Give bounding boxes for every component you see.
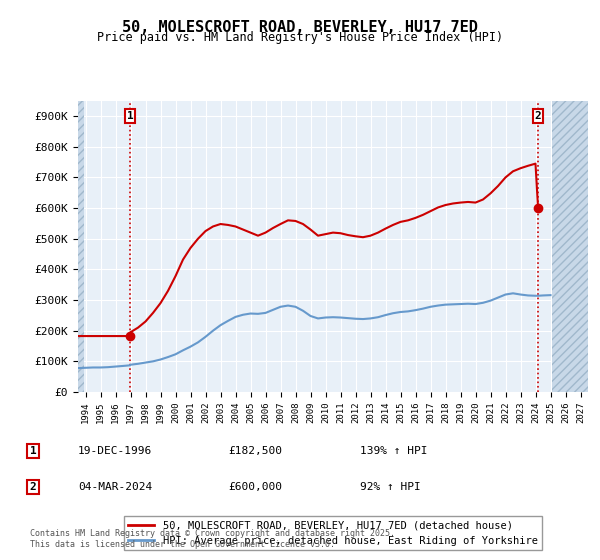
Text: 2: 2 bbox=[535, 111, 541, 121]
Text: 1: 1 bbox=[29, 446, 37, 456]
Text: Contains HM Land Registry data © Crown copyright and database right 2025.
This d: Contains HM Land Registry data © Crown c… bbox=[30, 529, 395, 549]
Text: 19-DEC-1996: 19-DEC-1996 bbox=[78, 446, 152, 456]
Text: 92% ↑ HPI: 92% ↑ HPI bbox=[360, 482, 421, 492]
Bar bbox=[552, 101, 588, 392]
Text: 139% ↑ HPI: 139% ↑ HPI bbox=[360, 446, 427, 456]
Text: 1: 1 bbox=[127, 111, 133, 121]
Legend: 50, MOLESCROFT ROAD, BEVERLEY, HU17 7ED (detached house), HPI: Average price, de: 50, MOLESCROFT ROAD, BEVERLEY, HU17 7ED … bbox=[124, 516, 542, 550]
Text: 50, MOLESCROFT ROAD, BEVERLEY, HU17 7ED: 50, MOLESCROFT ROAD, BEVERLEY, HU17 7ED bbox=[122, 20, 478, 35]
Text: 2: 2 bbox=[29, 482, 37, 492]
Text: £182,500: £182,500 bbox=[228, 446, 282, 456]
Bar bbox=[78, 101, 84, 392]
Text: Price paid vs. HM Land Registry's House Price Index (HPI): Price paid vs. HM Land Registry's House … bbox=[97, 31, 503, 44]
Text: £600,000: £600,000 bbox=[228, 482, 282, 492]
Text: 04-MAR-2024: 04-MAR-2024 bbox=[78, 482, 152, 492]
